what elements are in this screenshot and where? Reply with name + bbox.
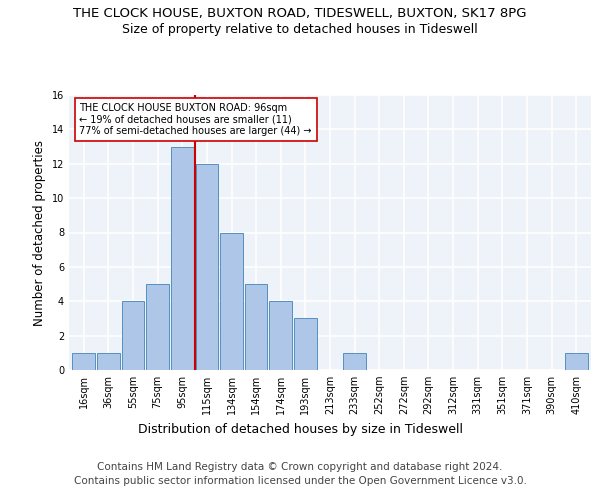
Text: Contains HM Land Registry data © Crown copyright and database right 2024.: Contains HM Land Registry data © Crown c… [97, 462, 503, 472]
Text: Contains public sector information licensed under the Open Government Licence v3: Contains public sector information licen… [74, 476, 526, 486]
Text: THE CLOCK HOUSE, BUXTON ROAD, TIDESWELL, BUXTON, SK17 8PG: THE CLOCK HOUSE, BUXTON ROAD, TIDESWELL,… [73, 8, 527, 20]
Bar [171, 146, 194, 370]
Y-axis label: Number of detached properties: Number of detached properties [33, 140, 46, 326]
Bar [294, 318, 317, 370]
Text: THE CLOCK HOUSE BUXTON ROAD: 96sqm
← 19% of detached houses are smaller (11)
77%: THE CLOCK HOUSE BUXTON ROAD: 96sqm ← 19%… [79, 104, 312, 136]
Bar [220, 232, 243, 370]
Bar [122, 301, 145, 370]
Bar [565, 353, 587, 370]
Bar [196, 164, 218, 370]
Bar [73, 353, 95, 370]
Text: Distribution of detached houses by size in Tideswell: Distribution of detached houses by size … [137, 422, 463, 436]
Bar [146, 284, 169, 370]
Text: Size of property relative to detached houses in Tideswell: Size of property relative to detached ho… [122, 22, 478, 36]
Bar [269, 301, 292, 370]
Bar [245, 284, 268, 370]
Bar [97, 353, 120, 370]
Bar [343, 353, 366, 370]
